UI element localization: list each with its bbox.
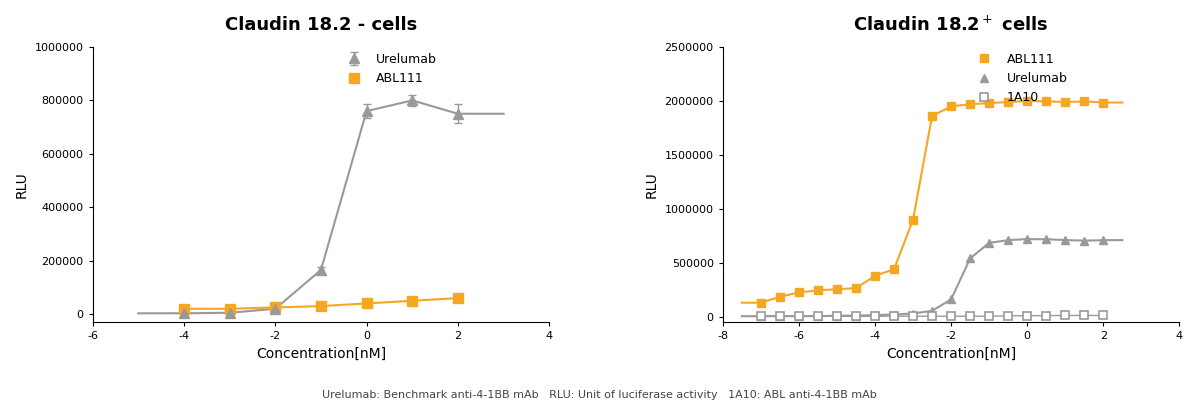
1A10 [925,314,939,319]
1A10 [1058,313,1072,318]
1A10 [867,314,882,319]
ABL111 [1077,99,1091,104]
ABL111 [1002,99,1016,104]
1A10 [1096,313,1111,318]
Urelumab [811,314,825,319]
ABL111 [792,290,806,295]
ABL111 [811,288,825,293]
1A10 [982,314,997,319]
1A10 [1019,313,1034,318]
Urelumab [754,314,768,319]
Urelumab [867,313,882,318]
1A10 [773,314,787,319]
Urelumab [848,313,863,318]
Title: Claudin 18.2$^+$ cells: Claudin 18.2$^+$ cells [853,15,1049,34]
Urelumab [925,308,939,313]
1A10 [963,314,978,319]
Urelumab [830,313,845,318]
ABL111 [773,295,787,299]
ABL111 [830,287,845,292]
ABL111 [177,306,192,311]
Urelumab [1039,237,1053,242]
1A10 [848,314,863,319]
1A10 [1077,313,1091,318]
ABL111 [268,305,283,310]
1A10 [792,314,806,319]
X-axis label: Concentration[nM]: Concentration[nM] [887,347,1016,361]
ABL111 [450,296,465,301]
ABL111 [1039,99,1053,104]
Urelumab [1077,238,1091,243]
Line: 1A10: 1A10 [757,311,1107,320]
ABL111 [906,217,920,222]
ABL111 [944,104,958,109]
1A10 [811,314,825,319]
1A10 [1002,314,1016,318]
Legend: ABL111, Urelumab, 1A10: ABL111, Urelumab, 1A10 [967,48,1072,109]
1A10 [944,314,958,319]
ABL111 [405,298,419,303]
1A10 [754,314,768,319]
Urelumab [963,256,978,261]
X-axis label: Concentration[nM]: Concentration[nM] [256,347,386,361]
Urelumab [1019,237,1034,242]
Urelumab [1058,238,1072,242]
Urelumab [887,312,901,317]
ABL111 [359,301,374,306]
Urelumab [792,314,806,319]
Urelumab [773,314,787,319]
Text: Urelumab: Benchmark anti-4-1BB mAb   RLU: Unit of luciferase activity   1A10: AB: Urelumab: Benchmark anti-4-1BB mAb RLU: … [321,390,877,400]
ABL111 [1096,100,1111,105]
ABL111 [925,114,939,118]
ABL111 [1058,99,1072,104]
1A10 [887,314,901,319]
1A10 [1039,313,1053,318]
ABL111 [867,274,882,278]
ABL111 [982,101,997,105]
Urelumab [906,311,920,316]
ABL111 [754,300,768,305]
ABL111 [887,267,901,271]
Title: Claudin 18.2 - cells: Claudin 18.2 - cells [225,16,417,34]
ABL111 [223,306,237,311]
1A10 [830,314,845,319]
ABL111 [963,102,978,107]
Line: ABL111: ABL111 [757,97,1107,307]
Line: Urelumab: Urelumab [757,235,1107,320]
Line: ABL111: ABL111 [179,293,462,314]
ABL111 [848,286,863,290]
Urelumab [1002,238,1016,242]
ABL111 [314,304,328,309]
ABL111 [1019,99,1034,103]
Urelumab [982,240,997,245]
Legend: Urelumab, ABL111: Urelumab, ABL111 [337,48,442,90]
Urelumab [1096,238,1111,242]
Y-axis label: RLU: RLU [645,171,659,198]
1A10 [906,314,920,319]
Urelumab [944,297,958,302]
Y-axis label: RLU: RLU [16,171,29,198]
